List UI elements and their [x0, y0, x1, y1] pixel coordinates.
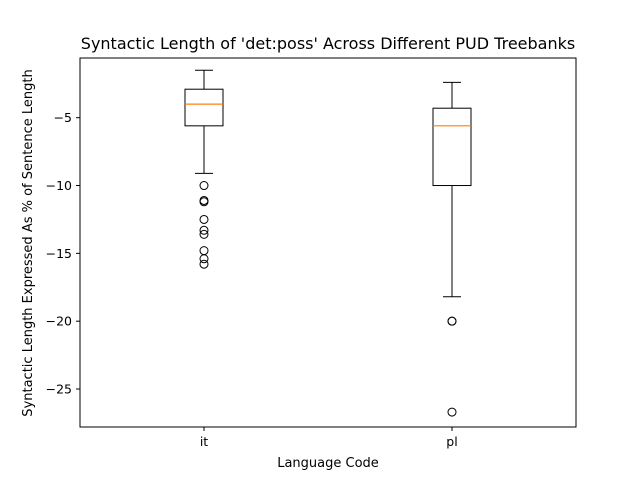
x-axis: it pl — [200, 427, 458, 449]
plot-area — [184, 69, 472, 417]
outlier-point — [199, 197, 209, 207]
plot-frame — [79, 57, 577, 428]
outlier-point — [199, 254, 209, 264]
y-tick-label: −5 — [54, 110, 72, 125]
y-tick-label: −15 — [46, 246, 72, 261]
outlier-point — [447, 407, 457, 417]
outlier-point — [199, 181, 209, 191]
outlier-point — [199, 229, 209, 239]
x-axis-label: Language Code — [277, 456, 379, 471]
outlier-point — [199, 214, 209, 224]
iqr-box — [184, 88, 224, 127]
y-axis: −5 −10 −15 −20 −25 — [46, 110, 80, 397]
y-tick-label: −25 — [46, 382, 72, 397]
chart-title: Syntactic Length of 'det:poss' Across Di… — [81, 34, 575, 53]
box-group-it — [184, 69, 224, 269]
box-group-pl — [432, 81, 472, 417]
y-axis-label: Syntactic Length Expressed As % of Sente… — [21, 69, 36, 416]
outlier-point — [199, 259, 209, 269]
x-tick-label-it: it — [200, 434, 208, 449]
y-tick-label: −20 — [46, 314, 72, 329]
outlier-point — [199, 225, 209, 235]
outlier-point — [199, 246, 209, 256]
x-tick-label-pl: pl — [446, 434, 457, 449]
y-tick-label: −10 — [46, 178, 72, 193]
outlier-point — [447, 316, 457, 326]
iqr-box — [432, 107, 472, 187]
